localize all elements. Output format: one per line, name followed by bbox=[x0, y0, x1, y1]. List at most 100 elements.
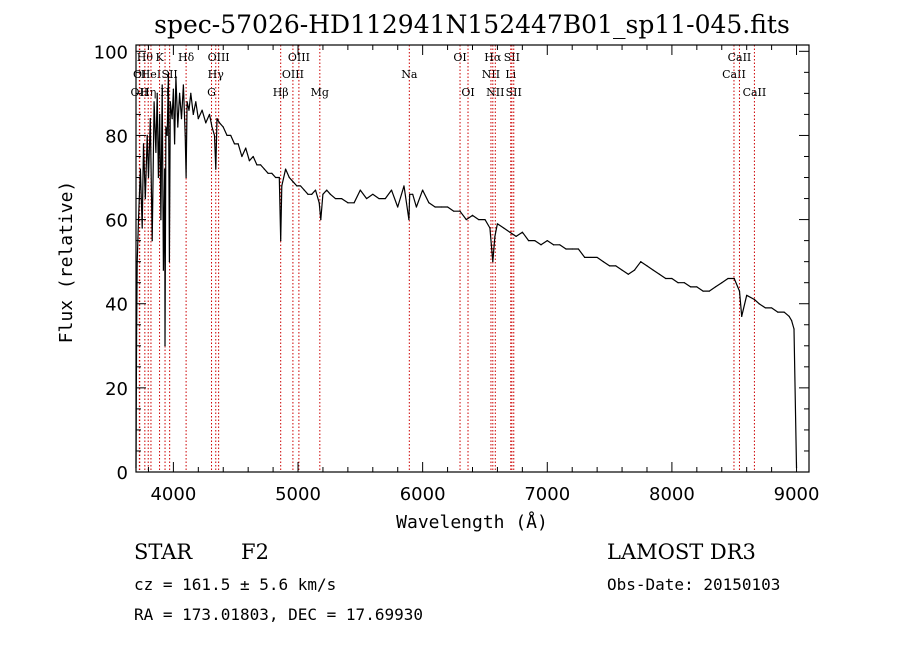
flux-data-point bbox=[165, 126, 167, 128]
spectral-line-label: OIII bbox=[288, 51, 310, 64]
flux-data-point bbox=[408, 218, 410, 221]
flux-data-point bbox=[233, 143, 236, 145]
flux-data-point bbox=[329, 193, 332, 195]
flux-data-point bbox=[177, 126, 179, 128]
flux-data-point bbox=[167, 71, 170, 73]
flux-data-point bbox=[540, 244, 542, 246]
flux-data-point bbox=[764, 307, 766, 309]
flux-data-point bbox=[571, 248, 573, 250]
flux-data-point bbox=[175, 75, 177, 78]
flux-data-point bbox=[790, 319, 793, 322]
flux-data-point bbox=[274, 176, 277, 179]
plot-frame bbox=[135, 44, 810, 473]
flux-data-point bbox=[292, 181, 294, 183]
flux-data-point bbox=[162, 269, 165, 271]
flux-data-point bbox=[218, 122, 221, 124]
flux-data-point bbox=[320, 218, 322, 221]
flux-data-point bbox=[164, 168, 166, 170]
flux-data-point bbox=[671, 277, 673, 280]
spectral-line-label: Hβ bbox=[273, 86, 289, 99]
flux-data-point bbox=[733, 277, 735, 280]
flux-data-point bbox=[758, 303, 760, 305]
axes-layer: 4000 5000 6000 7000 8000 9000 0 20 40 60 80 100 bbox=[94, 42, 820, 505]
flux-data-point bbox=[146, 134, 148, 137]
flux-data-point bbox=[288, 176, 290, 179]
flux-data-point bbox=[149, 118, 151, 120]
flux-data-point bbox=[271, 172, 273, 174]
flux-data-point bbox=[390, 189, 393, 191]
flux-data-point bbox=[142, 143, 145, 145]
flux-data-point bbox=[192, 113, 194, 116]
flux-data-point bbox=[484, 218, 486, 221]
flux-data-point bbox=[347, 202, 349, 204]
flux-data-point bbox=[171, 118, 173, 120]
flux-data-point bbox=[489, 227, 491, 229]
flux-data-point bbox=[215, 168, 217, 170]
flux-data-point bbox=[559, 244, 561, 246]
flux-data-point bbox=[738, 290, 741, 292]
flux-data-point bbox=[216, 118, 218, 120]
flux-data-point bbox=[205, 122, 207, 124]
flux-data-point bbox=[471, 214, 474, 216]
flux-data-point bbox=[415, 206, 418, 208]
spectral-line-label: SII bbox=[504, 51, 520, 64]
spectral-line-label: H bbox=[160, 86, 170, 99]
spectral-line-label: Mg bbox=[311, 86, 329, 99]
obs-date: Obs-Date: 20150103 bbox=[607, 575, 780, 594]
flux-data-point bbox=[658, 273, 661, 275]
flux-data-point bbox=[296, 185, 298, 187]
flux-data-point bbox=[602, 261, 604, 263]
flux-data-point bbox=[552, 244, 555, 246]
spectral-line-label: OIII bbox=[282, 68, 304, 81]
flux-data-point bbox=[156, 92, 158, 94]
flux-data-point bbox=[303, 189, 305, 191]
flux-data-point bbox=[245, 147, 247, 149]
flux-data-point bbox=[422, 189, 424, 191]
flux-data-point bbox=[241, 155, 243, 158]
flux-data-point bbox=[166, 134, 168, 137]
flux-data-point bbox=[652, 269, 654, 271]
y-tick-label: 60 bbox=[105, 211, 128, 232]
flux-data-point bbox=[627, 273, 629, 275]
flux-data-point bbox=[252, 155, 254, 158]
flux-data-point bbox=[230, 134, 232, 137]
flux-data-point bbox=[440, 206, 442, 208]
flux-data-point bbox=[184, 134, 186, 137]
spectral-line-label: HeI bbox=[141, 68, 161, 81]
flux-data-point bbox=[503, 227, 505, 229]
y-tick-label: 0 bbox=[117, 463, 128, 484]
flux-data-point bbox=[334, 197, 337, 200]
flux-data-point bbox=[777, 311, 779, 313]
flux-data-point bbox=[180, 118, 183, 120]
flux-data-point bbox=[260, 164, 262, 166]
flux-data-point bbox=[211, 126, 213, 128]
y-tick-label: 20 bbox=[105, 379, 128, 400]
series-layer bbox=[135, 71, 798, 469]
flux-data-point bbox=[353, 202, 355, 204]
flux-data-point bbox=[280, 240, 282, 242]
flux-data-point bbox=[141, 227, 143, 229]
spectral-line-label: OIII bbox=[208, 51, 230, 64]
flux-data-point bbox=[727, 277, 729, 280]
flux-data-point bbox=[546, 240, 548, 242]
spectral-line-label: NII bbox=[486, 86, 504, 99]
flux-data-point bbox=[690, 286, 692, 288]
flux-data-point bbox=[584, 256, 586, 259]
flux-data-point bbox=[783, 311, 785, 313]
flux-data-point bbox=[318, 202, 320, 204]
flux-data-point bbox=[621, 269, 623, 271]
flux-data-point bbox=[248, 160, 251, 162]
flux-data-point bbox=[527, 240, 530, 242]
flux-data-point bbox=[179, 92, 181, 94]
flux-data-point bbox=[147, 176, 150, 179]
flux-data-point bbox=[378, 197, 380, 200]
spectral-line-label: OII bbox=[131, 86, 149, 99]
flux-data-point bbox=[577, 248, 580, 250]
flux-data-point bbox=[359, 189, 361, 191]
spectral-line-label: OI bbox=[461, 86, 474, 99]
flux-data-point bbox=[753, 298, 756, 301]
flux-data-point bbox=[496, 223, 499, 225]
flux-data-point bbox=[299, 185, 302, 187]
flux-data-point bbox=[281, 185, 283, 187]
